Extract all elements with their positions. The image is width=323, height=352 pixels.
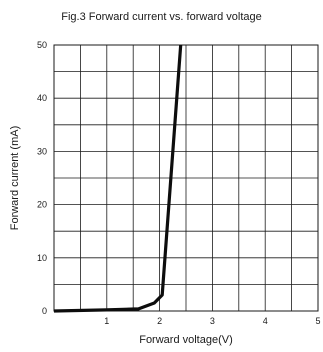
y-tick-label: 20: [37, 200, 47, 210]
series-group: [53, 44, 183, 313]
plot-area-frame: [53, 44, 319, 312]
series-line: [53, 44, 183, 313]
x-axis-label: Forward voltage(V): [139, 334, 233, 346]
x-tick-label: 1: [104, 316, 109, 326]
y-tick-label: 40: [37, 93, 47, 103]
y-tick-label: 30: [37, 146, 47, 156]
y-tick-label: 50: [37, 40, 47, 50]
y-axis-label: Forward current (mA): [9, 126, 21, 231]
chart-title: Fig.3 Forward current vs. forward voltag…: [61, 11, 262, 23]
x-tick-label: 3: [210, 316, 215, 326]
x-tick-labels: 1 2 3 4 5: [104, 316, 320, 326]
y-tick-label: 10: [37, 253, 47, 263]
y-tick-labels: 0 10 20 30 40 50: [37, 40, 47, 316]
grid: [54, 45, 318, 311]
y-tick-label: 0: [42, 306, 47, 316]
x-tick-label: 4: [263, 316, 268, 326]
x-tick-label: 5: [315, 316, 320, 326]
x-tick-label: 2: [157, 316, 162, 326]
